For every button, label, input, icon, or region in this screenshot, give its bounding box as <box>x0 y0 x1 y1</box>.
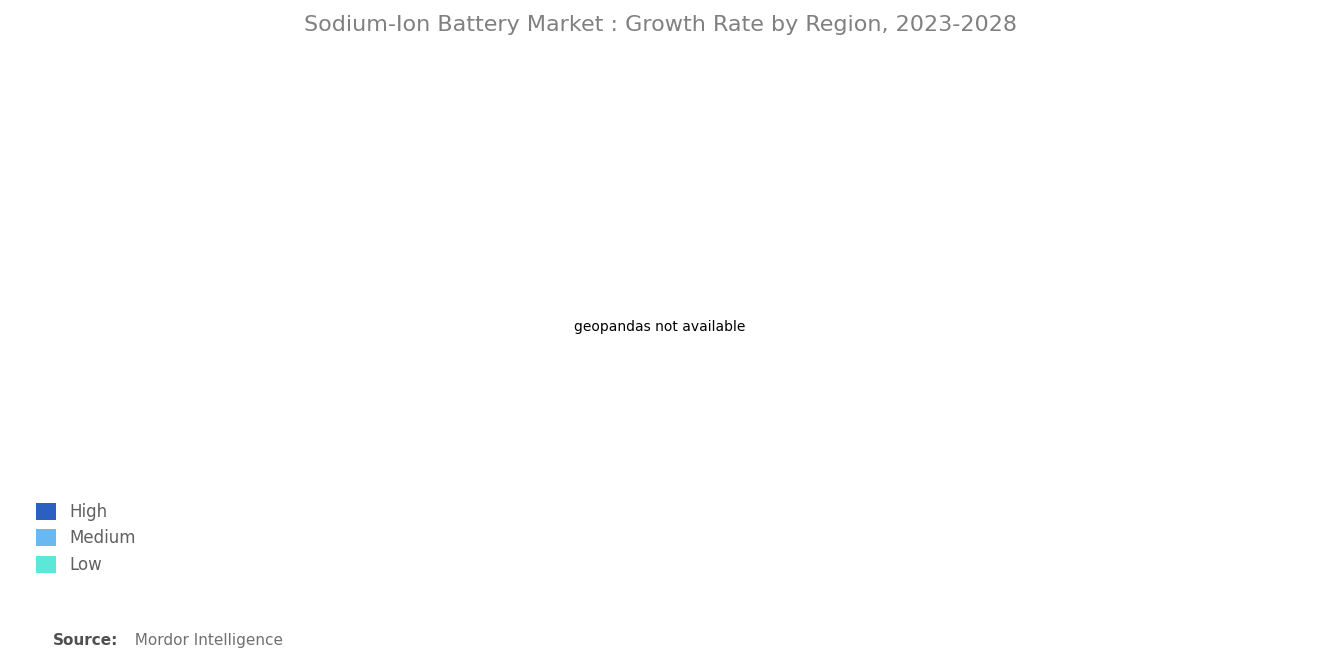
Text: Source:: Source: <box>53 633 119 648</box>
Legend: High, Medium, Low: High, Medium, Low <box>36 503 136 574</box>
Title: Sodium-Ion Battery Market : Growth Rate by Region, 2023-2028: Sodium-Ion Battery Market : Growth Rate … <box>304 15 1016 35</box>
Text: MI: MI <box>1214 626 1241 644</box>
Text: geopandas not available: geopandas not available <box>574 320 746 334</box>
Text: Mordor Intelligence: Mordor Intelligence <box>125 633 284 648</box>
